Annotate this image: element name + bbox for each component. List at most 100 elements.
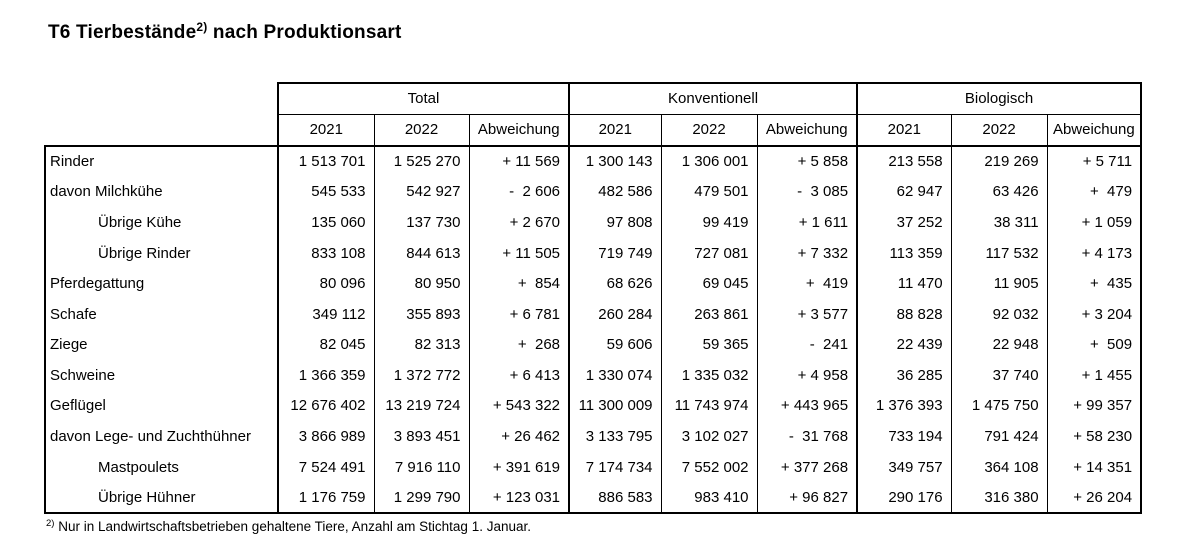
footnote-text: Nur in Landwirtschaftsbetrieben gehalten… — [54, 519, 531, 534]
table-cell: + 3 204 — [1046, 298, 1143, 330]
livestock-table: Total Konventionell Biologisch 2021 2022… — [44, 82, 1143, 514]
table-row: Geflügel 12 676 402 13 219 724 + 543 322 11… — [44, 390, 1143, 422]
table-cell: 833 108 — [277, 237, 375, 269]
table-cell: 11 905 — [950, 268, 1048, 299]
table-row: davon Lege- und Zuchthühner 3 866 989 3 8… — [44, 421, 1143, 452]
table-cell: 1 525 270 — [373, 145, 470, 177]
table-cell: 99 419 — [660, 207, 758, 238]
table-cell: 7 524 491 — [277, 451, 375, 483]
table-row: davon Milchkühe 545 533 542 927- 2 606 482… — [44, 176, 1143, 208]
table-cell: + 4 958 — [756, 360, 859, 391]
table-cell: 316 380 — [950, 482, 1048, 514]
group-header-total: Total — [276, 82, 571, 115]
table-cell: 22 948 — [950, 329, 1048, 361]
table-cell: + 479 — [1046, 176, 1143, 208]
table-cell: 37 252 — [856, 207, 952, 238]
row-label: Rinder — [44, 145, 278, 177]
table-cell: 11 300 009 — [568, 390, 662, 422]
page-title: T6 Tierbestände2) nach Produktionsart — [48, 20, 401, 44]
table-cell: 542 927 — [373, 176, 470, 208]
table-cell: 349 757 — [856, 451, 952, 483]
column-header: 2022 — [373, 114, 470, 147]
row-label: Schafe — [44, 298, 278, 330]
column-header: 2022 — [950, 114, 1048, 147]
table-cell: 364 108 — [950, 451, 1048, 483]
stub-header-blank — [45, 83, 278, 114]
table-cell: + 58 230 — [1046, 421, 1143, 452]
table-cell: 3 133 795 — [568, 421, 662, 452]
page-title-suffix: nach Produktionsart — [207, 22, 402, 43]
table-cell: 719 749 — [568, 237, 662, 269]
column-header: 2021 — [856, 114, 952, 147]
row-label: Geflügel — [44, 390, 278, 422]
table-row: Schweine 1 366 359 1 372 772 + 6 413 1 330 … — [44, 360, 1143, 391]
table-cell: 213 558 — [856, 145, 952, 177]
footnote: 2) Nur in Landwirtschaftsbetrieben gehal… — [46, 518, 531, 534]
table-cell: 3 102 027 — [660, 421, 758, 452]
row-label: Pferdegattung — [44, 268, 278, 299]
table-cell: 59 365 — [660, 329, 758, 361]
table-cell: + 11 505 — [468, 237, 571, 269]
table-group-header-row: Total Konventionell Biologisch — [45, 82, 1143, 115]
table-cell: 82 313 — [373, 329, 470, 361]
table-cell: 68 626 — [568, 268, 662, 299]
table-cell: + 6 413 — [468, 360, 571, 391]
table-cell: 1 366 359 — [277, 360, 375, 391]
table-cell: 844 613 — [373, 237, 470, 269]
row-label: Mastpoulets — [44, 451, 278, 483]
group-header-konventionell: Konventionell — [568, 82, 859, 115]
column-header: Abweichung — [1046, 114, 1143, 147]
table-cell: + 99 357 — [1046, 390, 1143, 422]
table-cell: 97 808 — [568, 207, 662, 238]
table-cell: + 443 965 — [756, 390, 859, 422]
table-cell: + 5 711 — [1046, 145, 1143, 177]
table-cell: + 1 455 — [1046, 360, 1143, 391]
table-cell: 1 299 790 — [373, 482, 470, 514]
table-cell: + 509 — [1046, 329, 1143, 361]
table-cell: 3 866 989 — [277, 421, 375, 452]
table-cell: 263 861 — [660, 298, 758, 330]
table-column-header-row: 2021 2022 Abweichung 2021 2022 Abweichun… — [45, 114, 1143, 147]
table-row: Übrige Hühner 1 176 759 1 299 790 + 123 03… — [44, 482, 1143, 514]
table-cell: + 26 204 — [1046, 482, 1143, 514]
table-cell: + 11 569 — [468, 145, 571, 177]
table-cell: 290 176 — [856, 482, 952, 514]
table-cell: 137 730 — [373, 207, 470, 238]
row-label: Übrige Hühner — [44, 482, 278, 514]
table-cell: 88 828 — [856, 298, 952, 330]
table-cell: 117 532 — [950, 237, 1048, 269]
table-cell: + 1 611 — [756, 207, 859, 238]
table-cell: 3 893 451 — [373, 421, 470, 452]
table-cell: 69 045 — [660, 268, 758, 299]
table-cell: 82 045 — [277, 329, 375, 361]
table-cell: + 2 670 — [468, 207, 571, 238]
table-cell: 983 410 — [660, 482, 758, 514]
table-cell: 59 606 — [568, 329, 662, 361]
table-cell: 7 916 110 — [373, 451, 470, 483]
table-cell: + 3 577 — [756, 298, 859, 330]
row-label: Übrige Kühe — [44, 207, 278, 238]
table-cell: + 14 351 — [1046, 451, 1143, 483]
table-cell: 37 740 — [950, 360, 1048, 391]
table-cell: 482 586 — [568, 176, 662, 208]
table-cell: 1 376 393 — [856, 390, 952, 422]
table-cell: - 31 768 — [756, 421, 859, 452]
table-cell: + 391 619 — [468, 451, 571, 483]
table-cell: 13 219 724 — [373, 390, 470, 422]
table-cell: 355 893 — [373, 298, 470, 330]
row-label: davon Milchkühe — [44, 176, 278, 208]
table-cell: 11 470 — [856, 268, 952, 299]
table-cell: + 435 — [1046, 268, 1143, 299]
table-cell: 135 060 — [277, 207, 375, 238]
table-cell: - 2 606 — [468, 176, 571, 208]
stub-header-blank — [45, 114, 278, 146]
column-header: 2021 — [277, 114, 375, 147]
table-cell: - 241 — [756, 329, 859, 361]
table-cell: 349 112 — [277, 298, 375, 330]
table-cell: 733 194 — [856, 421, 952, 452]
table-cell: + 26 462 — [468, 421, 571, 452]
table-cell: 727 081 — [660, 237, 758, 269]
table-cell: 113 359 — [856, 237, 952, 269]
table-cell: + 5 858 — [756, 145, 859, 177]
